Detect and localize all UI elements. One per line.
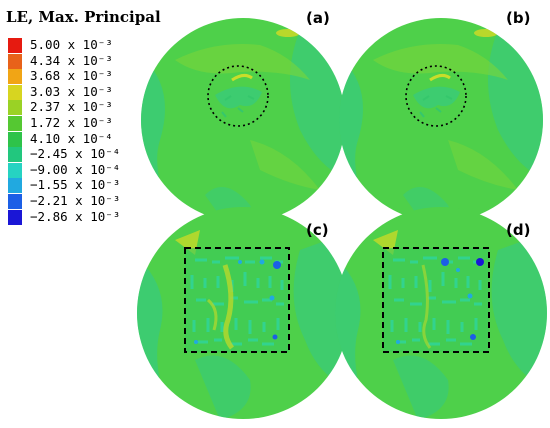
legend-title: LE, Max. Principal — [6, 8, 161, 26]
legend-label: 4.34 x 10⁻³ — [30, 52, 113, 68]
panel-c-square-marker — [184, 247, 290, 353]
legend-label: −9.00 x 10⁻⁴ — [30, 161, 121, 177]
legend-swatch — [8, 115, 22, 131]
legend-label: −2.21 x 10⁻³ — [30, 192, 121, 208]
panel-d-disk — [335, 207, 547, 419]
legend-swatch — [8, 69, 22, 85]
panel-c-disk — [137, 207, 349, 419]
legend-swatch — [8, 209, 22, 225]
panel-a-disk — [141, 18, 345, 222]
legend-swatch — [8, 162, 22, 178]
panel-b-circle-marker — [405, 65, 467, 127]
legend-swatch — [8, 100, 22, 116]
panel-label-b: (b) — [506, 9, 531, 27]
legend-label: 4.10 x 10⁻⁴ — [30, 130, 113, 146]
legend-swatch — [8, 178, 22, 194]
legend-swatch — [8, 53, 22, 69]
legend-swatch — [8, 147, 22, 163]
panel-a-circle-marker — [207, 65, 269, 127]
panel-d-square-marker — [382, 247, 490, 353]
legend-swatch — [8, 38, 22, 53]
legend-label: −2.86 x 10⁻³ — [30, 208, 121, 224]
legend-label: 3.03 x 10⁻³ — [30, 83, 113, 99]
legend-label: −1.55 x 10⁻³ — [30, 177, 121, 193]
legend-label: 2.37 x 10⁻³ — [30, 99, 113, 115]
legend-swatch — [8, 193, 22, 209]
panel-label-a: (a) — [306, 9, 330, 27]
legend-label: −2.45 x 10⁻⁴ — [30, 146, 121, 162]
legend-label: 1.72 x 10⁻³ — [30, 114, 113, 130]
panel-label-d: (d) — [506, 221, 531, 239]
panel-label-c: (c) — [306, 221, 329, 239]
legend-swatch — [8, 84, 22, 100]
legend-label: 5.00 x 10⁻³ — [30, 37, 113, 52]
legend-swatch — [8, 131, 22, 147]
legend-label: 3.68 x 10⁻³ — [30, 68, 113, 84]
panel-b-disk — [339, 18, 543, 222]
